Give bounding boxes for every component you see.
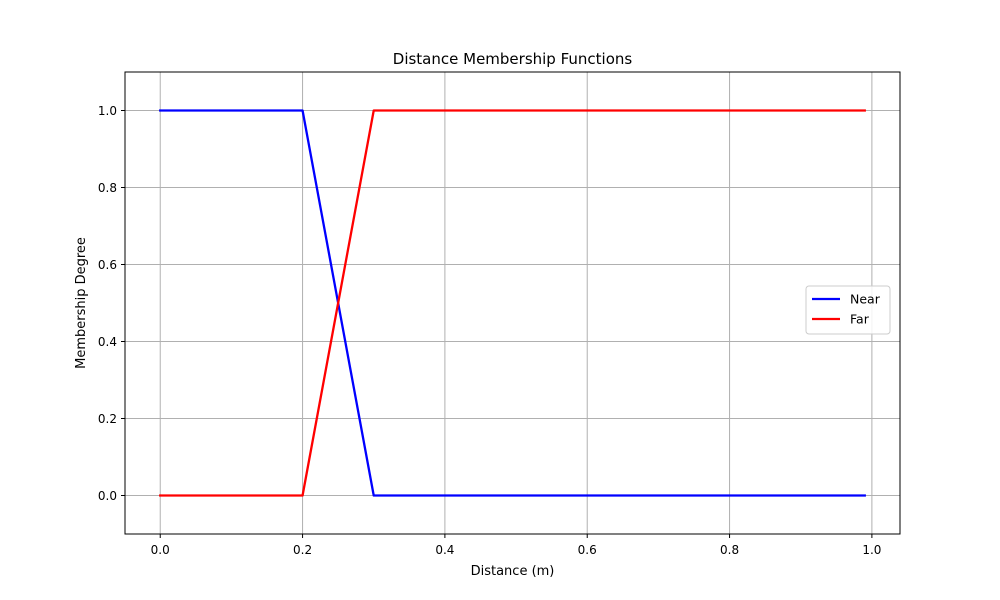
legend-label: Far xyxy=(850,312,870,327)
x-axis: 0.0 0.2 0.4 0.6 0.8 1.0 xyxy=(151,534,881,557)
x-tick-label: 0.2 xyxy=(293,543,312,557)
plot-frame xyxy=(124,71,901,535)
x-tick-label: 0.4 xyxy=(435,543,454,557)
chart-title: Distance Membership Functions xyxy=(393,50,633,68)
series-line-far xyxy=(159,109,866,497)
x-tick-label: 1.0 xyxy=(862,543,881,557)
x-tick-label: 0.8 xyxy=(720,543,739,557)
y-tick-label: 0.6 xyxy=(98,258,117,272)
y-tick-label: 0.0 xyxy=(98,489,117,503)
x-tick-label: 0.0 xyxy=(151,543,170,557)
y-tick-label: 0.8 xyxy=(98,181,117,195)
x-axis-label: Distance (m) xyxy=(471,564,555,579)
legend-label: Near xyxy=(850,292,881,307)
y-axis-label: Membership Degree xyxy=(74,237,89,369)
y-tick-label: 0.2 xyxy=(98,412,117,426)
legend: Near Far xyxy=(805,285,891,335)
y-tick-label: 1.0 xyxy=(98,104,117,118)
y-tick-label: 0.4 xyxy=(98,335,117,349)
x-tick-label: 0.6 xyxy=(578,543,597,557)
y-axis: 0.0 0.2 0.4 0.6 0.8 1.0 xyxy=(98,104,125,503)
series-lines xyxy=(159,109,866,497)
